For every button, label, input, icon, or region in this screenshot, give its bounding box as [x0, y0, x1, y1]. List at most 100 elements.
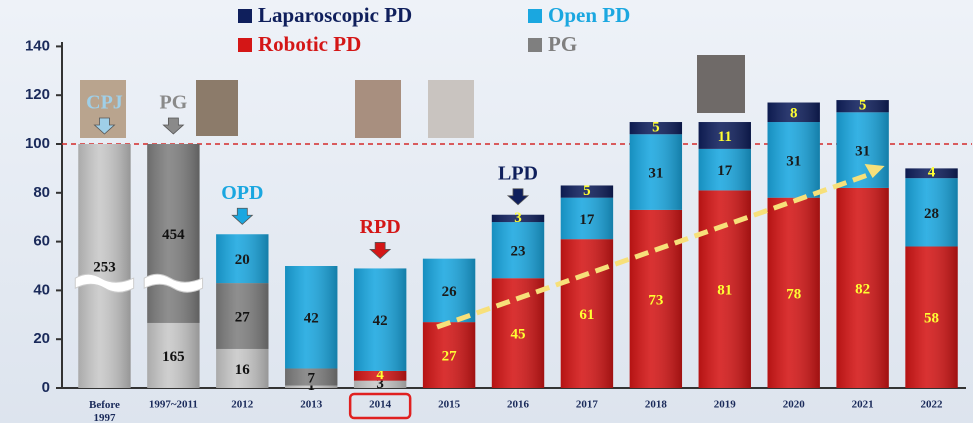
data-label: 3	[514, 210, 522, 226]
data-label: 253	[93, 259, 116, 275]
trend-arrowhead	[864, 163, 885, 178]
data-label: 45	[511, 327, 526, 343]
data-label: 31	[855, 144, 870, 160]
bar-shade	[216, 348, 269, 388]
photo	[428, 80, 474, 138]
annotation: CPJ	[86, 92, 123, 114]
y-tick-label: 120	[25, 86, 50, 103]
annotation-arrow	[93, 117, 116, 135]
bar-shade	[560, 185, 614, 198]
legend-swatch	[238, 38, 252, 52]
data-label: 23	[511, 244, 526, 260]
data-label: 20	[235, 252, 250, 268]
photo	[196, 80, 238, 136]
bar-shade	[491, 214, 545, 223]
axis-break	[74, 273, 135, 293]
legend-label: Robotic PD	[258, 32, 361, 56]
bar-shade	[698, 148, 751, 191]
annotation: PG	[159, 92, 187, 114]
y-tick-label: 40	[33, 281, 50, 298]
x-tick-label: 2021	[852, 399, 874, 411]
data-label: 82	[855, 281, 870, 297]
bar-shade	[698, 122, 751, 149]
x-tick-label: 2022	[921, 399, 944, 411]
highlight-box	[348, 392, 412, 420]
bar-shade	[353, 370, 407, 381]
x-tick-label: Before 1997	[89, 399, 120, 423]
data-label: 11	[718, 129, 732, 145]
x-tick-label-line: 1997	[93, 412, 116, 423]
bar-shade	[78, 144, 131, 388]
legend-label: Laparoscopic PD	[258, 3, 412, 27]
data-label: 17	[717, 163, 733, 179]
data-label: 5	[583, 183, 591, 199]
bar-shade	[836, 100, 889, 113]
annotation: LPD	[498, 162, 538, 184]
legend-swatch	[528, 38, 542, 52]
data-label: 8	[790, 106, 798, 122]
x-tick-label-line: Before	[89, 399, 120, 411]
bar-shade	[491, 222, 545, 279]
bar-shade	[353, 268, 407, 371]
x-tick-label: 2012	[231, 399, 254, 411]
data-label: 28	[924, 206, 939, 222]
data-label: 31	[786, 153, 801, 169]
data-label: 5	[652, 120, 660, 136]
x-tick-label: 2016	[507, 399, 530, 411]
legend-label: Open PD	[548, 3, 630, 27]
legend-swatch	[238, 9, 252, 23]
y-tick-label: 100	[25, 135, 50, 152]
y-tick-label: 140	[25, 37, 50, 54]
data-label: 5	[859, 98, 867, 114]
annotation-arrow	[162, 117, 185, 135]
bar-shade	[560, 239, 614, 388]
data-label: 1	[307, 378, 315, 394]
bar-shade	[629, 122, 683, 135]
data-label: 73	[648, 292, 663, 308]
y-tick-label: 60	[33, 233, 50, 250]
photo	[355, 80, 401, 138]
data-label: 42	[373, 313, 388, 329]
bar-shade	[147, 144, 200, 323]
data-label: 81	[717, 283, 732, 299]
annotation: OPD	[221, 182, 263, 204]
data-label: 17	[579, 212, 595, 228]
bar-shade	[767, 102, 820, 123]
data-label: 4	[376, 367, 384, 383]
data-label: 26	[442, 284, 458, 300]
data-label: 165	[162, 349, 185, 365]
bar-shade	[422, 258, 476, 323]
annotation-arrow	[231, 207, 254, 225]
y-tick-label: 0	[42, 379, 50, 396]
x-tick-label: 2019	[714, 399, 737, 411]
bar-shade	[629, 209, 683, 388]
data-label: 454	[162, 227, 185, 243]
data-label: 61	[579, 307, 594, 323]
annotation: RPD	[360, 216, 401, 238]
x-tick-label: 1997~2011	[149, 399, 198, 411]
bar-shade	[353, 380, 407, 388]
x-tick-label: 2014	[369, 399, 392, 411]
bar-shade	[147, 322, 200, 388]
data-label: 3	[376, 376, 384, 392]
data-label: 16	[235, 362, 251, 378]
bar-shade	[629, 134, 683, 210]
data-label: 42	[304, 311, 319, 327]
x-tick-label: 2020	[783, 399, 806, 411]
legend-swatch	[528, 9, 542, 23]
bar-shade	[767, 197, 820, 388]
bar-shade	[767, 122, 820, 198]
annotation-arrow	[369, 242, 392, 259]
bar-shade	[905, 168, 958, 179]
x-tick-label: 2017	[576, 399, 599, 411]
bar-shade	[285, 368, 338, 386]
bar-shade	[905, 246, 958, 388]
y-tick-label: 20	[33, 330, 50, 347]
bar-shade	[216, 234, 269, 284]
bar-shade	[560, 197, 614, 240]
bar-shade	[836, 187, 889, 388]
bar-shade	[285, 385, 338, 388]
legend-label: PG	[548, 32, 577, 56]
